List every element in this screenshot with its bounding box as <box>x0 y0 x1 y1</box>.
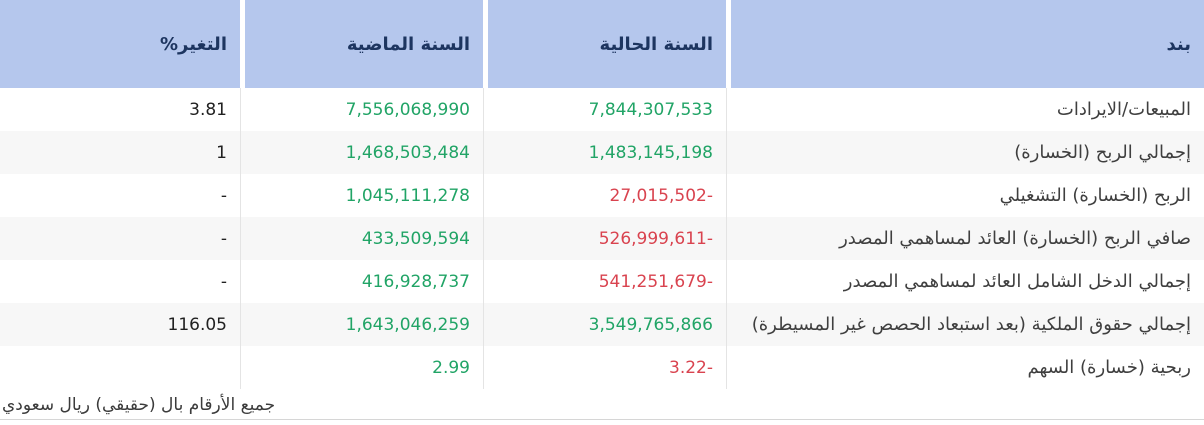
cell-item-label: صافي الربح (الخسارة) العائد لمساهمي المص… <box>839 228 1191 249</box>
cell-item-label: إجمالي الدخل الشامل العائد لمساهمي المصد… <box>843 271 1191 292</box>
header-cell-current-year: السنة الحالية <box>483 0 726 88</box>
cell-item-label: إجمالي حقوق الملكية (بعد استبعاد الحصص غ… <box>751 314 1191 335</box>
cell-change-value: 1 <box>216 142 227 163</box>
cell-current-year-value: 7,844,307,533 <box>588 99 713 120</box>
table-row: المبيعات/الايرادات 7,844,307,533 7,556,0… <box>0 88 1204 131</box>
table-row: صافي الربح (الخسارة) العائد لمساهمي المص… <box>0 217 1204 260</box>
cell-previous-year-value: 433,509,594 <box>361 228 470 249</box>
table-row: إجمالي الدخل الشامل العائد لمساهمي المصد… <box>0 260 1204 303</box>
cell-current-year-value: 27,015,502- <box>609 185 713 206</box>
table-row: إجمالي الربح (الخسارة) 1,483,145,198 1,4… <box>0 131 1204 174</box>
cell-item-label: إجمالي الربح (الخسارة) <box>1014 142 1191 163</box>
cell-previous-year-value: 1,643,046,259 <box>345 314 470 335</box>
table-row: إجمالي حقوق الملكية (بعد استبعاد الحصص غ… <box>0 303 1204 346</box>
cell-change-value: - <box>220 185 227 206</box>
header-cell-change-percent: التغير% <box>0 0 240 88</box>
cell-previous-year-value: 1,045,111,278 <box>345 185 470 206</box>
header-row: بند السنة الحالية السنة الماضية التغير% <box>0 0 1204 88</box>
cell-previous-year-value: 1,468,503,484 <box>345 142 470 163</box>
cell-current-year-value: 3,549,765,866 <box>588 314 713 335</box>
cell-current-year-value: 1,483,145,198 <box>588 142 713 163</box>
cell-current-year-value: 3.22- <box>669 357 713 378</box>
cell-previous-year-value: 2.99 <box>432 357 470 378</box>
header-cell-item: بند <box>726 0 1204 88</box>
cell-previous-year-value: 7,556,068,990 <box>345 99 470 120</box>
header-cell-previous-year: السنة الماضية <box>240 0 483 88</box>
currency-footnote: جميع الأرقام بال (حقيقي) ريال سعودي <box>2 395 276 415</box>
cell-change-value: - <box>220 271 227 292</box>
table-row: ربحية (خسارة) السهم 3.22- 2.99 <box>0 346 1204 389</box>
cell-item-label: ربحية (خسارة) السهم <box>1027 357 1191 378</box>
cell-item-label: المبيعات/الايرادات <box>1056 99 1191 120</box>
cell-change-value: 3.81 <box>189 99 227 120</box>
bottom-divider <box>0 419 1204 420</box>
cell-current-year-value: 526,999,611- <box>598 228 713 249</box>
cell-current-year-value: 541,251,679- <box>598 271 713 292</box>
cell-item-label: الربح (الخسارة) التشغيلي <box>999 185 1191 206</box>
financial-summary-table: بند السنة الحالية السنة الماضية التغير% … <box>0 0 1204 389</box>
cell-previous-year-value: 416,928,737 <box>361 271 470 292</box>
cell-change-value: 116.05 <box>167 314 227 335</box>
table-row: الربح (الخسارة) التشغيلي 27,015,502- 1,0… <box>0 174 1204 217</box>
cell-change-value: - <box>220 228 227 249</box>
